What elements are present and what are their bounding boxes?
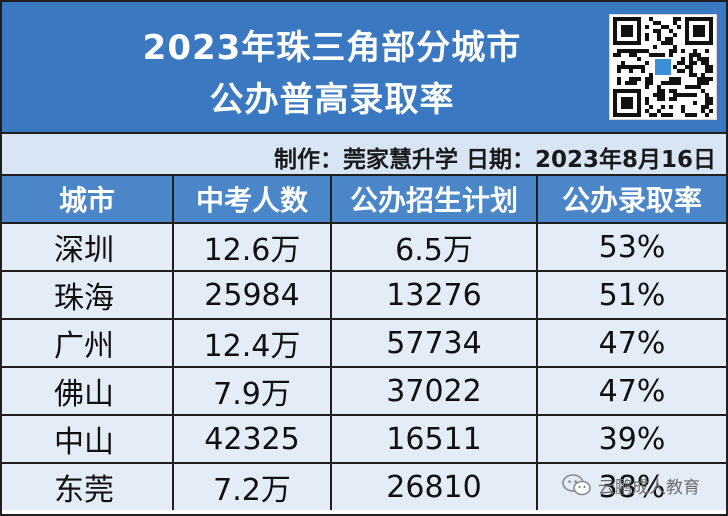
cell-exam-takers: 12.6万 xyxy=(174,224,332,270)
cell-admission-rate: 47% xyxy=(598,373,666,409)
wechat-icon xyxy=(562,474,591,496)
table-row: 中山 42325 16511 39% xyxy=(2,416,726,464)
cell-city: 东莞 xyxy=(2,464,174,510)
author-date-bar: 制作：莞家慧升学 日期：2023年8月16日 xyxy=(2,134,726,176)
cell-exam-takers: 7.9万 xyxy=(174,368,332,414)
cell-exam-takers: 7.2万 xyxy=(174,464,332,510)
table-row: 广州 12.4万 57734 47% xyxy=(2,320,726,368)
table-row: 佛山 7.9万 37022 47% xyxy=(2,368,726,416)
watermark-text: 云鹏成人教育 xyxy=(598,477,700,498)
cell-public-quota: 37022 xyxy=(332,368,538,414)
title-line-2: 公办普高录取率 xyxy=(209,80,455,120)
table-row: 东莞 7.2万 26810 38% xyxy=(2,464,726,510)
cell-public-quota: 6.5万 xyxy=(332,224,538,270)
table-row: 深圳 12.6万 6.5万 53% xyxy=(2,224,726,272)
cell-exam-takers: 25984 xyxy=(174,272,332,318)
cell-city: 中山 xyxy=(2,416,174,462)
title-line-1: 2023年珠三角部分城市 xyxy=(142,28,522,68)
cell-admission-rate: 47% xyxy=(598,325,666,361)
cell-public-quota: 26810 xyxy=(332,464,538,510)
header-public-quota: 公办招生计划 xyxy=(332,176,538,222)
cell-public-quota: 13276 xyxy=(332,272,538,318)
header-exam-takers: 中考人数 xyxy=(174,176,332,222)
qr-code-icon xyxy=(609,14,717,120)
cell-city: 广州 xyxy=(2,320,174,366)
cell-city: 佛山 xyxy=(2,368,174,414)
cell-public-quota: 57734 xyxy=(332,320,538,366)
table-row: 珠海 25984 13276 51% xyxy=(2,272,726,320)
cell-city: 深圳 xyxy=(2,224,174,270)
cell-admission-rate: 51% xyxy=(598,277,666,313)
header-admission-rate: 公办录取率 xyxy=(561,184,702,217)
cell-exam-takers: 42325 xyxy=(174,416,332,462)
cell-public-quota: 16511 xyxy=(332,416,538,462)
cell-admission-rate: 53% xyxy=(598,229,666,265)
cell-city: 珠海 xyxy=(2,272,174,318)
watermark: 云鹏成人教育 xyxy=(562,470,700,500)
table-header-row: 城市 中考人数 公办招生计划 公办录取率 xyxy=(2,176,726,224)
title-banner: 2023年珠三角部分城市 公办普高录取率 xyxy=(2,2,726,134)
cell-admission-rate: 39% xyxy=(598,421,666,457)
header-city: 城市 xyxy=(2,176,174,222)
cell-exam-takers: 12.4万 xyxy=(174,320,332,366)
author-date-text: 制作：莞家慧升学 日期：2023年8月16日 xyxy=(273,147,716,173)
cell-admission-rate: 38% xyxy=(598,469,666,505)
